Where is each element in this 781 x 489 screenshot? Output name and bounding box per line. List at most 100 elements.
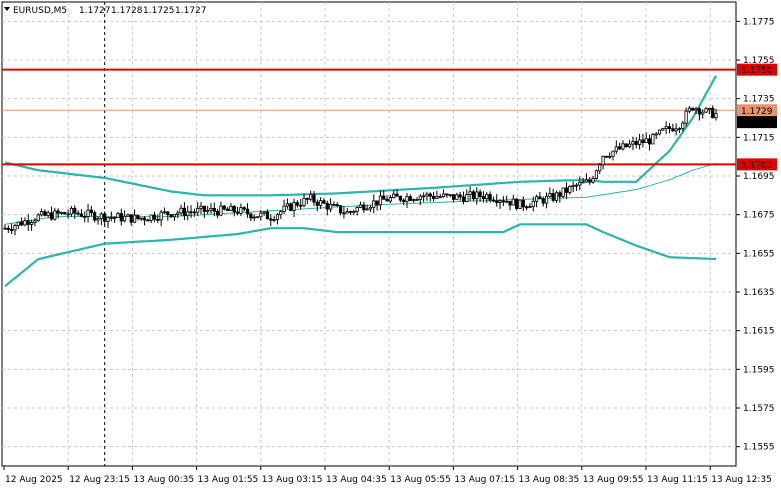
candle xyxy=(564,182,569,200)
candle-body xyxy=(574,184,579,187)
time-tick-label: 12 Aug 2025 xyxy=(5,475,63,485)
candle-body xyxy=(13,225,17,231)
candle xyxy=(481,191,486,203)
candle-body xyxy=(106,216,110,222)
candle xyxy=(594,169,598,180)
candle-body xyxy=(501,200,505,203)
horizontal-levels xyxy=(2,68,736,166)
candle-body xyxy=(89,209,93,214)
candle-body xyxy=(285,203,290,207)
candle-body xyxy=(378,195,383,206)
candle-body xyxy=(86,209,90,217)
price-tick-label: 1.1655 xyxy=(743,249,775,259)
candle-body xyxy=(109,216,113,219)
price-tick-label: 1.1755 xyxy=(743,56,775,66)
candle xyxy=(521,196,525,212)
candle-body xyxy=(674,128,678,132)
candle xyxy=(172,214,177,221)
price-tick-label: 1.1695 xyxy=(743,172,775,182)
candle xyxy=(176,210,180,219)
candle-body xyxy=(119,213,123,222)
candle xyxy=(259,210,263,221)
candle-body xyxy=(701,111,705,115)
level-price-tag xyxy=(737,158,777,171)
candle xyxy=(252,214,256,222)
candle xyxy=(152,211,157,223)
candle-body xyxy=(511,198,515,206)
candle xyxy=(538,192,542,200)
candle-body xyxy=(372,200,376,208)
candle-body xyxy=(458,194,462,198)
candle xyxy=(69,206,74,217)
candle xyxy=(405,192,409,208)
candle-body xyxy=(26,220,30,225)
candle-body xyxy=(631,141,635,145)
candle-body xyxy=(408,196,412,201)
candle xyxy=(455,192,459,200)
candle xyxy=(89,205,93,217)
candle-body xyxy=(172,214,177,218)
level-price-label: 1.1701 xyxy=(741,161,773,171)
candle xyxy=(96,215,100,225)
candle-body xyxy=(159,211,163,221)
candle xyxy=(488,191,492,203)
candle xyxy=(525,205,529,211)
candle xyxy=(574,183,579,191)
candle-body xyxy=(598,164,602,172)
candle xyxy=(79,208,84,218)
candle-body xyxy=(677,128,682,131)
candle xyxy=(116,211,120,218)
candle-body xyxy=(425,193,429,197)
candle-body xyxy=(465,194,469,202)
candle-body xyxy=(113,217,117,219)
candle xyxy=(23,217,27,227)
candle xyxy=(109,211,113,222)
candle xyxy=(697,107,701,121)
candle xyxy=(551,188,555,203)
candle xyxy=(621,140,625,151)
candle xyxy=(511,194,515,206)
level-price-tag xyxy=(737,63,777,76)
candle-body xyxy=(388,197,393,202)
price-tick-label: 1.1635 xyxy=(743,288,775,298)
candle-body xyxy=(508,200,512,206)
candle-body xyxy=(398,195,402,201)
candle-body xyxy=(33,220,37,223)
candle-body xyxy=(365,208,369,211)
candle-body xyxy=(116,213,120,218)
candle xyxy=(39,208,44,217)
candle xyxy=(315,199,319,212)
candle-body xyxy=(697,108,701,115)
candle-body xyxy=(431,195,436,199)
candle xyxy=(63,211,67,215)
dropdown-triangle-icon[interactable] xyxy=(4,7,10,11)
candle xyxy=(392,190,396,199)
candle xyxy=(422,192,426,203)
time-tick-label: 12 Aug 23:15 xyxy=(69,475,130,485)
candle xyxy=(624,143,628,148)
candle-body xyxy=(581,181,585,184)
candle-body xyxy=(338,205,343,214)
candle xyxy=(202,205,206,218)
candle-body xyxy=(186,211,190,217)
candle xyxy=(216,208,220,219)
candle-body xyxy=(269,218,273,221)
candle xyxy=(239,203,243,217)
candle xyxy=(113,216,117,223)
candle-body xyxy=(481,196,486,200)
candle-body xyxy=(292,202,296,211)
candle xyxy=(10,223,14,234)
candle xyxy=(408,194,412,202)
candle-body xyxy=(262,211,266,214)
candle-body xyxy=(704,108,708,113)
candle-body xyxy=(515,198,519,209)
candle-body xyxy=(142,217,147,221)
candle-body xyxy=(594,170,598,179)
candle-body xyxy=(395,193,399,197)
candle xyxy=(279,210,283,219)
candle xyxy=(412,198,416,203)
candle xyxy=(448,194,452,198)
candle xyxy=(335,202,339,208)
time-tick-label: 13 Aug 12:35 xyxy=(711,475,772,485)
